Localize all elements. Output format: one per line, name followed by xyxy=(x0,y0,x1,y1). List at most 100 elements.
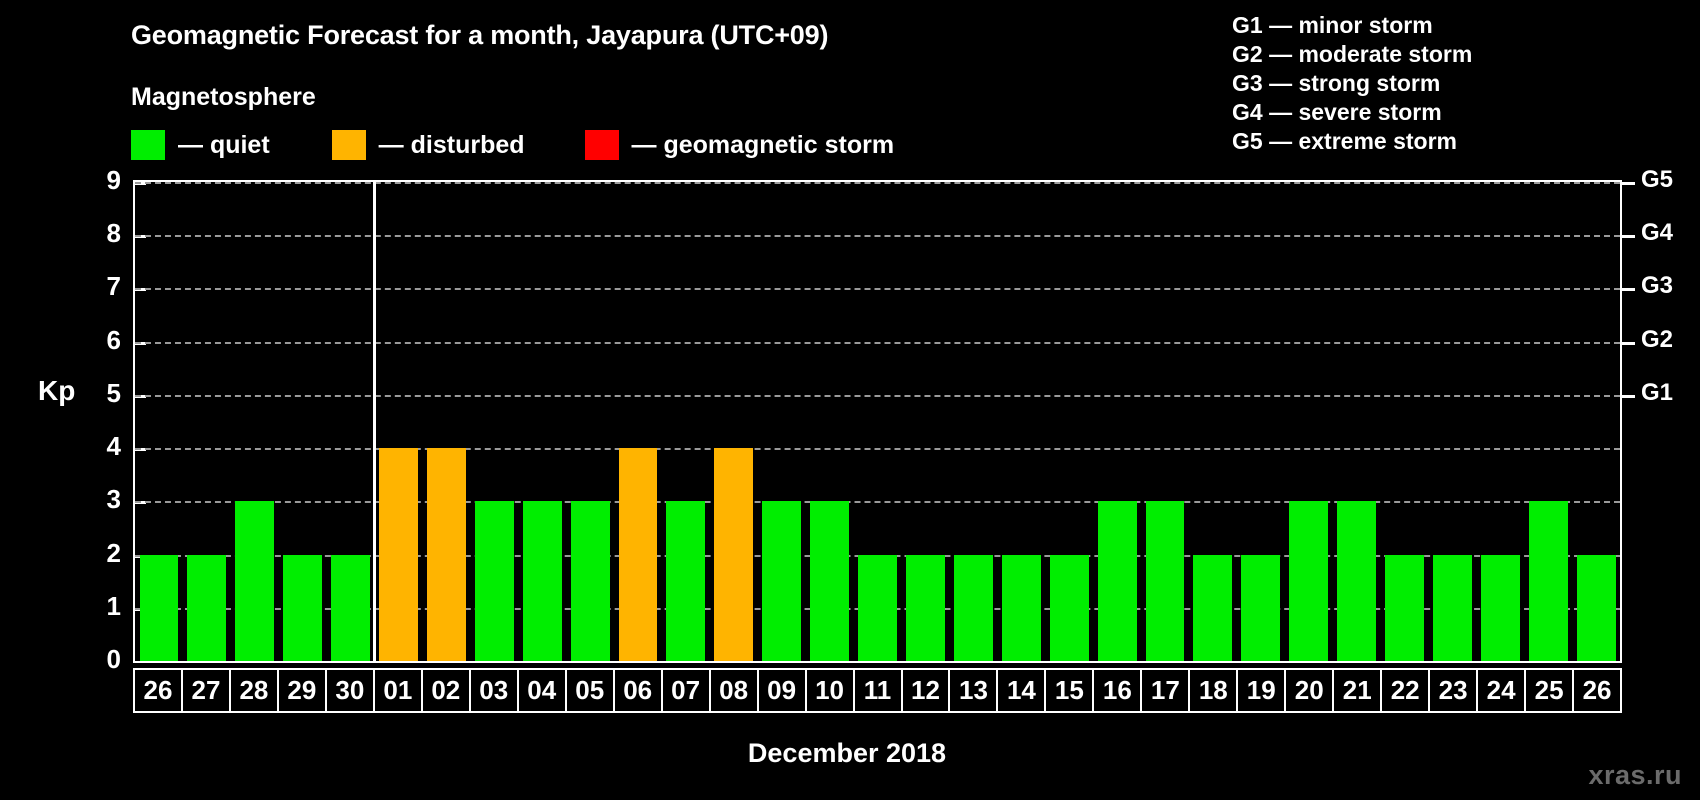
right-axis-label-g5: G5 xyxy=(1641,166,1674,193)
right-axis-label-g1: G1 xyxy=(1641,378,1674,406)
right-axis-label-g2: G2 xyxy=(1641,325,1674,353)
bar-cell xyxy=(279,182,327,661)
bar-quiet xyxy=(187,554,227,661)
bar-quiet xyxy=(810,501,850,661)
bar-cell xyxy=(1572,182,1620,661)
right-axis-label-g4: G4 xyxy=(1641,219,1674,247)
chart-plot-area xyxy=(133,180,1622,663)
x-axis-date-cell: 10 xyxy=(804,668,855,713)
bar-cell xyxy=(1285,182,1333,661)
y-axis-tick-label: 2 xyxy=(106,537,121,568)
bar-cell xyxy=(854,182,902,661)
bar-quiet xyxy=(953,554,993,661)
bar-cell xyxy=(1428,182,1476,661)
bar-quiet xyxy=(666,501,706,661)
bar-cell xyxy=(614,182,662,661)
right-axis-tick xyxy=(1622,235,1635,239)
bar-cell xyxy=(375,182,423,661)
chart-inner xyxy=(135,182,1620,661)
bar-disturbed xyxy=(426,448,466,661)
bar-cell xyxy=(1189,182,1237,661)
bar-quiet xyxy=(1528,501,1568,661)
y-axis-tick-label: 6 xyxy=(106,324,121,355)
bar-cell xyxy=(183,182,231,661)
bar-disturbed xyxy=(618,448,658,661)
x-axis-date-cell: 11 xyxy=(852,668,903,713)
bar-quiet xyxy=(858,554,897,661)
gridline xyxy=(135,501,1620,504)
right-axis-tick xyxy=(1622,182,1635,185)
bar-cell xyxy=(662,182,710,661)
y-axis-tick-label: 7 xyxy=(106,271,121,302)
bar-quiet xyxy=(570,501,610,661)
bar-quiet xyxy=(1001,554,1041,661)
gridline xyxy=(135,341,1620,344)
bar-cell xyxy=(997,182,1045,661)
bar-quiet xyxy=(1576,554,1616,661)
bar-series xyxy=(135,182,1620,661)
plot-frame xyxy=(133,180,1622,663)
bar-quiet xyxy=(331,554,371,661)
g-scale-g4: G4 — severe storm xyxy=(1232,99,1442,126)
bar-quiet xyxy=(906,554,945,661)
x-axis-date-cell: 17 xyxy=(1140,668,1191,713)
x-axis-date-cell: 09 xyxy=(756,668,807,713)
bar-cell xyxy=(422,182,470,661)
y-axis-title: Kp xyxy=(38,375,76,406)
bar-quiet xyxy=(1289,501,1329,661)
x-axis-date-cell: 06 xyxy=(612,668,663,713)
bar-cell xyxy=(566,182,614,661)
gridline xyxy=(135,394,1620,397)
y-axis-tick-label: 9 xyxy=(106,165,121,195)
x-axis-date-cell: 22 xyxy=(1380,668,1431,713)
legend: — quiet — disturbed — geomagnetic storm xyxy=(131,130,894,160)
x-axis-date-cell: 26 xyxy=(133,668,183,713)
bar-cell xyxy=(327,182,375,661)
legend-item-quiet: — quiet xyxy=(131,130,270,160)
legend-label-disturbed: — disturbed xyxy=(378,130,525,159)
y-axis-tick-label: 0 xyxy=(106,644,121,674)
x-axis-date-cell: 13 xyxy=(948,668,999,713)
y-axis-tick-label: 4 xyxy=(106,431,121,462)
gridline xyxy=(135,448,1620,451)
bar-cell xyxy=(1141,182,1189,661)
bar-cell xyxy=(231,182,279,661)
x-axis-date-cell: 19 xyxy=(1236,668,1287,713)
x-axis-date-cell: 07 xyxy=(660,668,711,713)
x-axis-date-cell: 25 xyxy=(1524,668,1575,713)
legend-item-disturbed: — disturbed xyxy=(331,130,525,160)
gridline xyxy=(135,288,1620,291)
x-axis-date-cell: 14 xyxy=(996,668,1047,713)
g-scale-g5: G5 — extreme storm xyxy=(1232,128,1457,155)
bar-cell xyxy=(518,182,566,661)
x-axis-date-cell: 28 xyxy=(228,668,279,713)
bar-quiet xyxy=(235,501,275,661)
bar-disturbed xyxy=(714,448,754,661)
x-axis-date-cell: 16 xyxy=(1092,668,1143,713)
bar-cell xyxy=(949,182,997,661)
bar-quiet xyxy=(283,554,323,661)
x-axis-date-cell: 05 xyxy=(564,668,615,713)
x-axis-date-cell: 12 xyxy=(900,668,951,713)
x-axis-date-labels: 26 27 28 29 30 01 02 03 04 05 06 07 08 09 10 11 12 13 14 15… xyxy=(133,668,1623,713)
bar-cell xyxy=(758,182,806,661)
x-axis-date-cell: 01 xyxy=(372,668,423,713)
gridline xyxy=(135,235,1620,238)
x-axis-title: December 2018 xyxy=(747,738,947,768)
bar-cell xyxy=(1045,182,1093,661)
bar-cell xyxy=(1333,182,1381,661)
x-axis-date-cell: 15 xyxy=(1044,668,1095,713)
watermark: xras.ru xyxy=(1588,760,1682,790)
right-axis-label-g3: G3 xyxy=(1641,272,1674,300)
red-square-icon xyxy=(584,130,619,160)
legend-label-storm: — geomagnetic storm xyxy=(631,130,895,159)
bar-quiet xyxy=(1049,554,1089,661)
orange-square-icon xyxy=(331,130,366,160)
bar-disturbed xyxy=(379,448,418,661)
y-axis-tick-label: 1 xyxy=(106,590,121,621)
bar-quiet xyxy=(139,554,179,661)
g-scale-legend: G1 — minor storm G2 — moderate storm G3 … xyxy=(1232,11,1472,156)
bar-cell xyxy=(1237,182,1285,661)
x-axis-date-cell: 03 xyxy=(468,668,519,713)
bar-quiet xyxy=(1145,501,1185,661)
